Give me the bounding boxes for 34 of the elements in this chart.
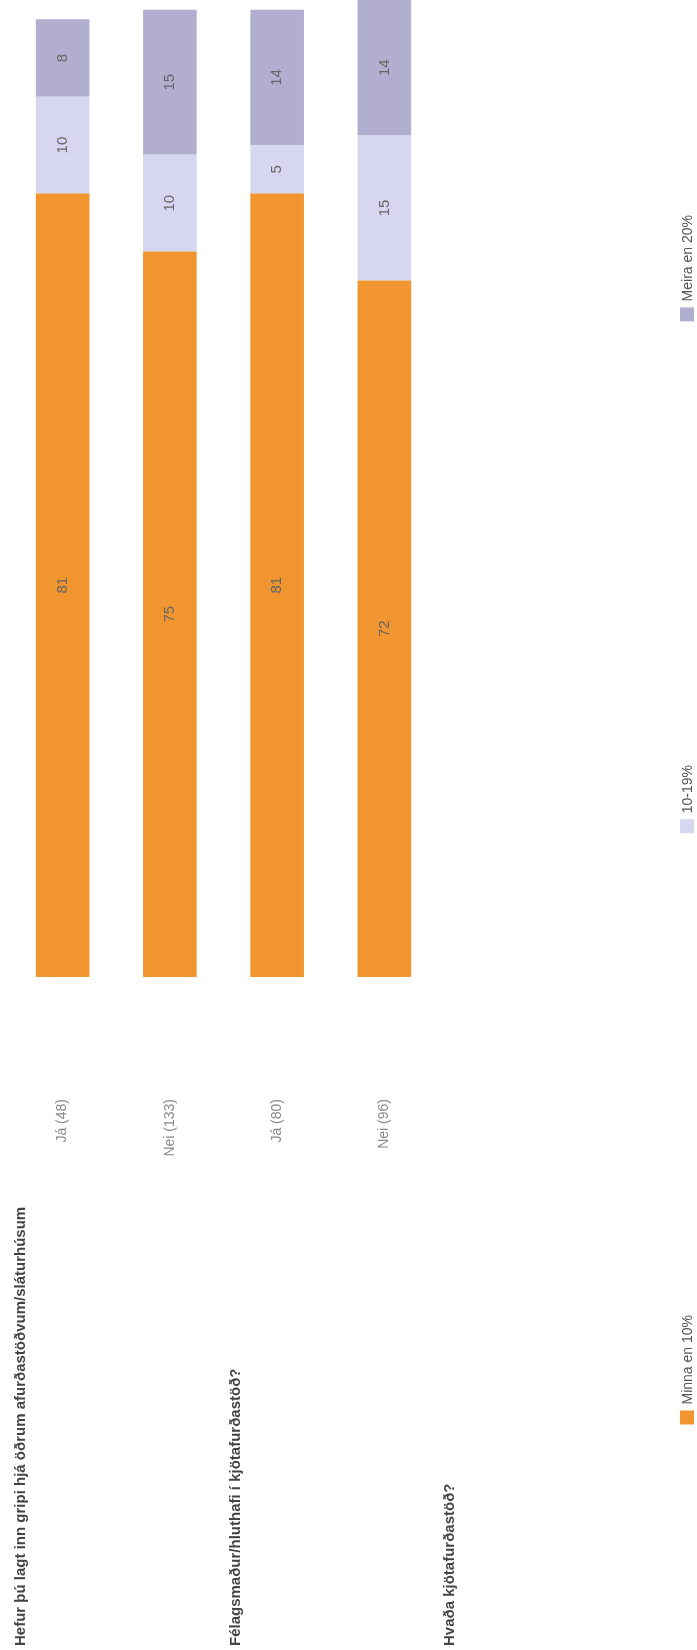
data-label: 10	[52, 136, 70, 154]
data-label: 14	[374, 59, 392, 77]
data-label: 81	[52, 576, 70, 594]
bar	[35, 193, 90, 977]
data-label: 81	[267, 576, 285, 594]
x-tick-label: Nei (96)	[375, 1099, 392, 1149]
bar	[35, 96, 90, 194]
bar	[143, 251, 197, 977]
bar	[357, 0, 412, 136]
data-label: 72	[374, 620, 392, 638]
text: Félagsmaður/hluthafi í kjötafurðastöð?	[225, 1368, 243, 1646]
text: Meira en 20%	[679, 215, 695, 302]
x-tick-label: Já (48)	[53, 1099, 70, 1143]
text: 10-19%	[679, 765, 695, 814]
data-label: 5	[267, 165, 285, 174]
data-label: 8	[52, 53, 70, 63]
bar	[357, 135, 412, 281]
bar	[250, 145, 304, 194]
x-tick-label: Já (80)	[267, 1099, 284, 1143]
data-label: 10	[160, 194, 178, 212]
bar	[35, 19, 90, 97]
data-label: 15	[374, 199, 392, 217]
bar	[250, 9, 304, 146]
bar	[250, 193, 304, 977]
text: Hvaða kjötafurðastöð?	[440, 1483, 458, 1646]
x-tick-label: Nei (133)	[160, 1099, 177, 1157]
data-label: 14	[267, 69, 285, 86]
bar	[357, 280, 412, 977]
bar	[143, 154, 197, 252]
data-label: 15	[160, 73, 178, 91]
text: Minna en 10%	[679, 1315, 695, 1405]
data-label: 75	[160, 605, 178, 623]
text: Hefur þú lagt inn gripi hjá öðrum afurðastöðvum/sláturhúsum	[11, 1206, 29, 1646]
bar	[143, 9, 197, 155]
